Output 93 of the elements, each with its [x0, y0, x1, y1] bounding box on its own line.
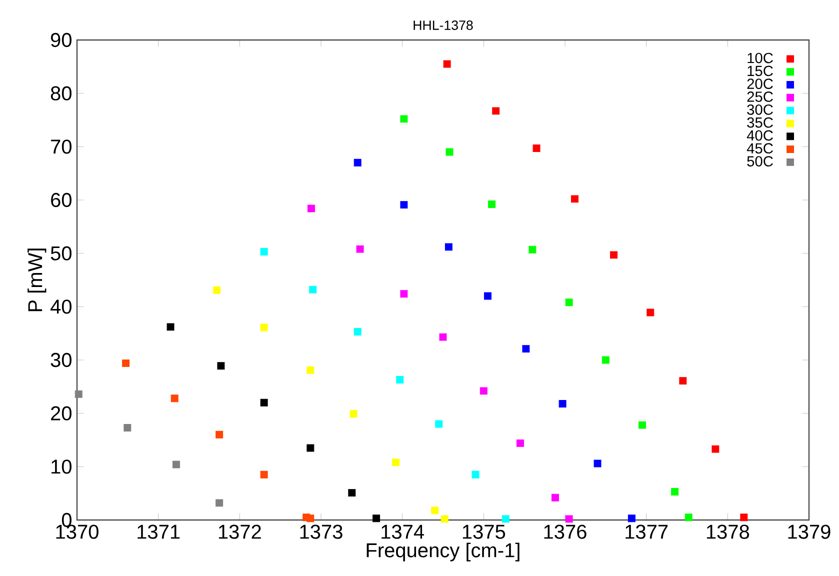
point: [348, 489, 356, 497]
point: [565, 515, 573, 523]
x-tick-label: 1372: [218, 524, 261, 539]
point: [213, 286, 221, 294]
y-tick-label: 30: [50, 352, 72, 368]
point: [306, 444, 314, 452]
point: [444, 243, 452, 251]
point: [392, 458, 400, 466]
y-tick-label: 10: [52, 460, 72, 474]
point: [400, 201, 408, 209]
point: [646, 308, 654, 316]
point: [684, 514, 692, 522]
point: [74, 390, 82, 398]
legend-label: 40C: [746, 130, 773, 141]
y-tick-label: 70: [51, 140, 72, 154]
point: [306, 514, 314, 522]
x-tick-label: 1377: [626, 524, 668, 539]
point: [552, 494, 559, 502]
y-tick-label: 40: [50, 300, 72, 314]
point: [439, 333, 447, 341]
point: [594, 460, 602, 468]
legend-label: 10C: [748, 52, 773, 64]
y-tick-label: 90: [50, 32, 72, 48]
x-tick-label: 1373: [300, 524, 342, 539]
point: [308, 204, 315, 212]
point: [679, 377, 687, 385]
point: [484, 292, 492, 300]
point: [435, 420, 443, 428]
point: [354, 328, 362, 336]
point: [565, 298, 573, 306]
point: [440, 515, 448, 523]
y-axis-title: P [mW]: [28, 248, 46, 312]
point: [216, 499, 224, 507]
point: [124, 424, 132, 432]
point: [400, 115, 408, 123]
point: [446, 148, 454, 156]
point: [122, 359, 130, 367]
point: [610, 251, 618, 259]
point: [260, 398, 268, 406]
point: [602, 356, 610, 364]
legend-label: 30C: [747, 104, 773, 115]
legend-label: 45C: [746, 143, 773, 154]
point: [502, 515, 510, 523]
point: [571, 195, 578, 203]
point: [488, 200, 496, 208]
point: [172, 460, 180, 468]
x-tick-label: 1375: [462, 524, 506, 539]
x-axis-title: Frequency [cm-1]: [366, 542, 520, 562]
point: [372, 514, 380, 522]
point: [480, 387, 488, 395]
x-tick-label: 1374: [382, 524, 424, 539]
point: [532, 144, 540, 152]
y-tick-label: 50: [50, 246, 72, 260]
point: [712, 445, 720, 453]
x-tick-label: 1371: [138, 524, 180, 539]
x-tick-label: 1379: [788, 524, 830, 539]
legend-label: 15C: [748, 66, 773, 76]
point: [306, 366, 314, 374]
point: [166, 323, 174, 331]
legend-label: 20C: [747, 78, 773, 90]
legend-label: 25C: [747, 92, 773, 102]
point: [217, 362, 225, 370]
point: [492, 107, 500, 115]
point: [400, 290, 408, 298]
legend-label: 50C: [747, 156, 773, 166]
y-tick-label: 80: [50, 86, 72, 100]
point: [740, 514, 748, 522]
point: [396, 376, 404, 384]
point: [671, 488, 679, 496]
point: [260, 470, 268, 478]
legend-label: 35C: [747, 117, 773, 128]
point: [443, 60, 451, 68]
point: [431, 506, 439, 514]
point: [170, 394, 178, 402]
y-tick-label: 20: [51, 406, 72, 420]
point: [558, 400, 566, 408]
point: [350, 410, 358, 418]
point: [356, 245, 364, 253]
point: [522, 345, 530, 353]
x-tick-label: 1376: [544, 524, 586, 539]
point: [638, 421, 646, 429]
point: [216, 430, 224, 438]
point: [260, 248, 268, 256]
y-tick-label: 60: [51, 192, 72, 208]
point: [516, 439, 524, 447]
point: [354, 158, 362, 166]
point: [528, 246, 536, 254]
point: [260, 324, 268, 332]
chart-title: HHL-1378: [414, 20, 473, 30]
point: [309, 286, 317, 294]
point: [628, 514, 636, 522]
point: [472, 470, 480, 478]
x-tick-label: 1378: [706, 524, 750, 539]
